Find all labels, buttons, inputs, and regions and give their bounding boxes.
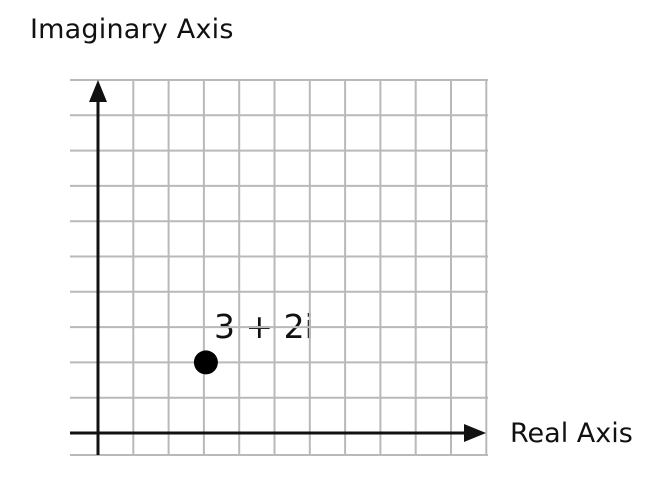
grid: [70, 79, 488, 456]
axes: [70, 80, 486, 455]
imaginary-axis-arrowhead: [89, 80, 107, 102]
real-axis-arrowhead: [464, 424, 486, 442]
x-axis-title: Real Axis: [510, 418, 633, 449]
y-axis-title: Imaginary Axis: [30, 14, 234, 45]
complex-point: [193, 350, 218, 375]
